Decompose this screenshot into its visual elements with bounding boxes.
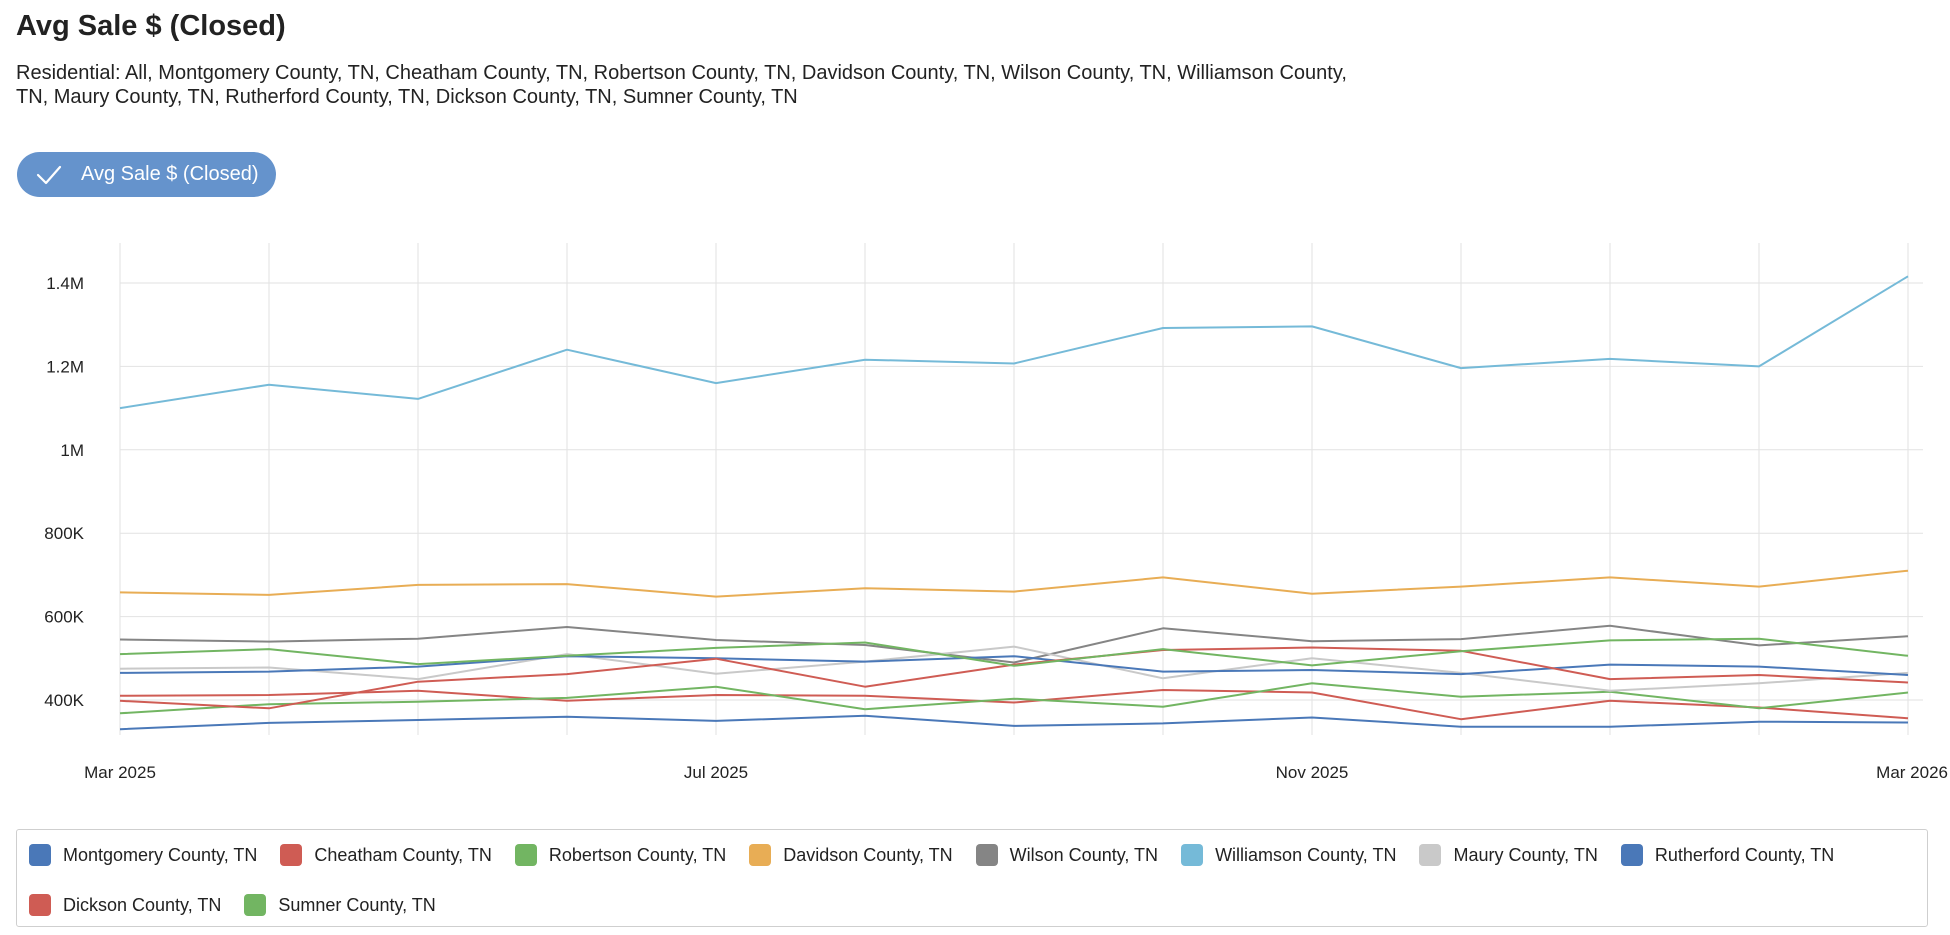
legend-swatch [749,844,772,866]
series-line-maury-county-tn [119,645,1909,692]
legend-swatch [975,844,998,866]
y-tick-label: 600K [44,608,84,627]
series-line-cheatham-county-tn [119,689,1909,721]
legend-item-maury-county-tn[interactable]: Maury County, TN [1419,841,1598,869]
chart-title: Avg Sale $ (Closed) [16,10,286,42]
x-tick-label: Mar 2026 [1876,763,1948,782]
legend-label: Maury County, TN [1453,844,1598,865]
legend-swatch [29,894,51,916]
legend-swatch [1419,844,1442,866]
x-tick-label: Mar 2025 [84,763,156,782]
y-tick-label: 400K [44,691,84,710]
y-tick-label: 1.4M [46,274,84,293]
chart-subtitle: Residential: All, Montgomery County, TN,… [16,62,1347,108]
series-line-rutherford-county-tn [119,655,1909,676]
metric-toggle-button[interactable]: Avg Sale $ (Closed) [17,152,276,197]
legend-label: Robertson County, TN [548,844,727,865]
legend-item-sumner-county-tn[interactable]: Sumner County, TN [244,891,436,919]
legend-swatch [1181,844,1204,866]
legend-label: Wilson County, TN [1009,844,1159,865]
legend-swatch [280,844,303,866]
legend-swatch [244,894,267,916]
series-line-dickson-county-tn [119,646,1909,710]
y-tick-label: 1M [60,441,84,460]
legend-item-dickson-county-tn[interactable]: Dickson County, TN [29,891,221,919]
series-line-wilson-county-tn [119,624,1909,664]
x-tick-label: Nov 2025 [1276,763,1349,782]
series-line-montgomery-county-tn [119,714,1909,731]
legend-item-cheatham-county-tn[interactable]: Cheatham County, TN [280,841,492,869]
metric-toggle-label: Avg Sale $ (Closed) [81,163,259,185]
series-line-davidson-county-tn [119,569,1909,598]
legend-item-robertson-county-tn[interactable]: Robertson County, TN [514,841,727,869]
line-chart: 400K 600K 800K 1M 1.2M 1.4M Mar 2025 Jul 2025 No… [44,243,1948,782]
legend-swatch [29,844,51,866]
check-icon [36,165,62,184]
legend-label: Cheatham County, TN [314,844,492,865]
x-tick-label: Jul 2025 [684,763,748,782]
series-line-williamson-county-tn [119,275,1909,410]
legend-item-williamson-county-tn[interactable]: Williamson County, TN [1181,841,1396,869]
legend-item-rutherford-county-tn[interactable]: Rutherford County, TN [1620,841,1835,869]
legend-label: Davidson County, TN [783,844,953,865]
legend-label: Montgomery County, TN [63,844,258,865]
series-line-sumner-county-tn [119,637,1909,667]
y-tick-label: 800K [44,524,84,543]
legend-label: Williamson County, TN [1215,844,1397,865]
legend-item-montgomery-county-tn[interactable]: Montgomery County, TN [29,841,257,869]
legend-label: Rutherford County, TN [1654,844,1835,865]
legend-label: Dickson County, TN [63,894,222,915]
legend-swatch [514,844,537,866]
legend-swatch [1620,844,1643,866]
chart-legend: Montgomery County, TN Cheatham County, TN… [16,829,1928,927]
legend-label: Sumner County, TN [278,894,436,915]
legend-item-wilson-county-tn[interactable]: Wilson County, TN [975,841,1159,869]
legend-item-davidson-county-tn[interactable]: Davidson County, TN [749,841,953,869]
y-tick-label: 1.2M [46,357,84,376]
